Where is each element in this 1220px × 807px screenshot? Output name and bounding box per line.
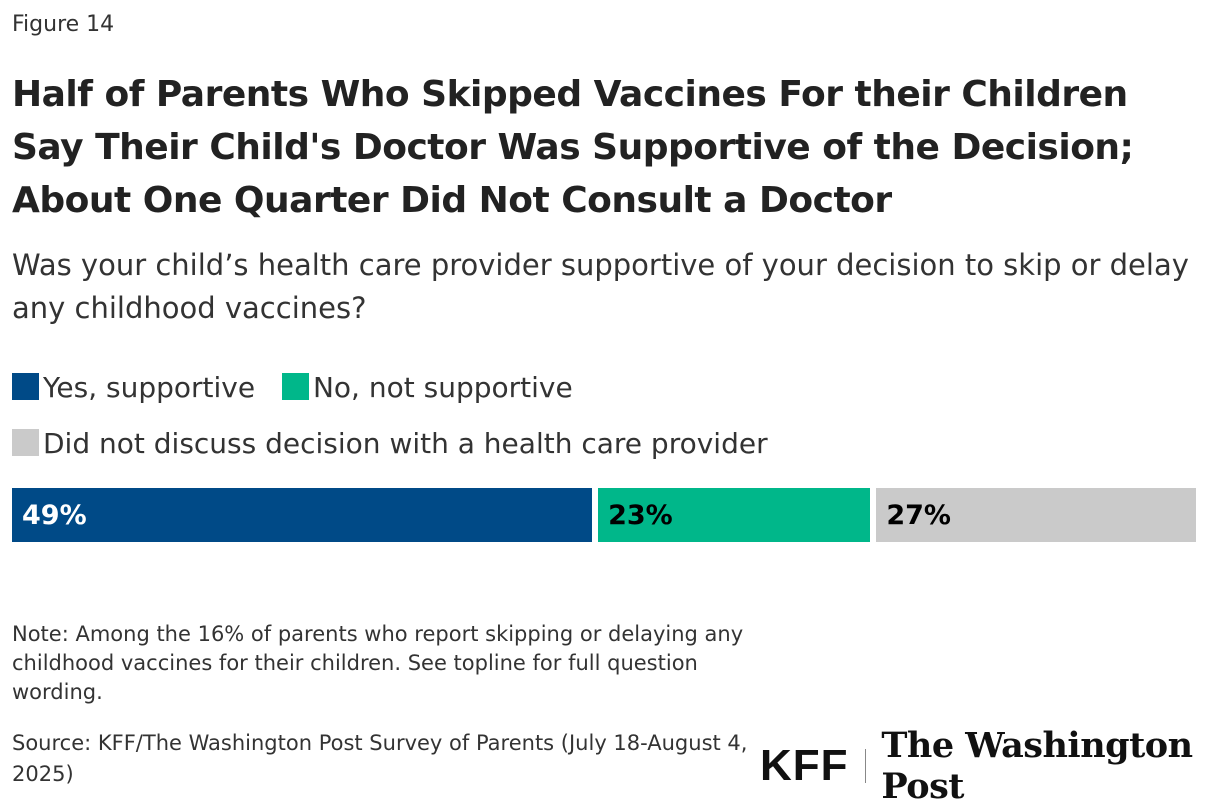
legend: Yes, supportive No, not supportive Did n… <box>12 360 1172 472</box>
bar-segment: 27% <box>876 488 1196 542</box>
legend-label: No, not supportive <box>312 371 573 404</box>
bar-segment: 23% <box>598 488 871 542</box>
legend-item: No, not supportive <box>281 371 573 404</box>
legend-label: Did not discuss decision with a health c… <box>43 427 768 460</box>
kff-logo: KFF <box>760 741 849 790</box>
legend-swatch <box>281 373 309 400</box>
bar-label: 23% <box>608 500 673 531</box>
stacked-bar: 49% 23% 27% <box>0 488 1220 542</box>
figure-label: Figure 14 <box>12 12 115 37</box>
legend-swatch <box>12 429 39 456</box>
chart-subtitle: Was your child’s health care provider su… <box>12 248 1189 325</box>
chart-title: Half of Parents Who Skipped Vaccines For… <box>12 74 1134 221</box>
legend-item: Did not discuss decision with a health c… <box>12 427 768 460</box>
logos: KFF The Washington Post <box>760 725 1220 807</box>
note: Note: Among the 16% of parents who repor… <box>12 622 744 704</box>
source: Source: KFF/The Washington Post Survey o… <box>12 731 748 786</box>
legend-label: Yes, supportive <box>43 371 256 404</box>
legend-item: Yes, supportive <box>12 371 255 404</box>
bar-label: 27% <box>886 500 951 531</box>
logo-divider <box>864 749 866 783</box>
bar-segment: 49% <box>12 488 593 542</box>
bar-label: 49% <box>22 500 87 531</box>
legend-swatch <box>12 373 39 400</box>
washington-post-logo: The Washington Post <box>881 725 1193 807</box>
